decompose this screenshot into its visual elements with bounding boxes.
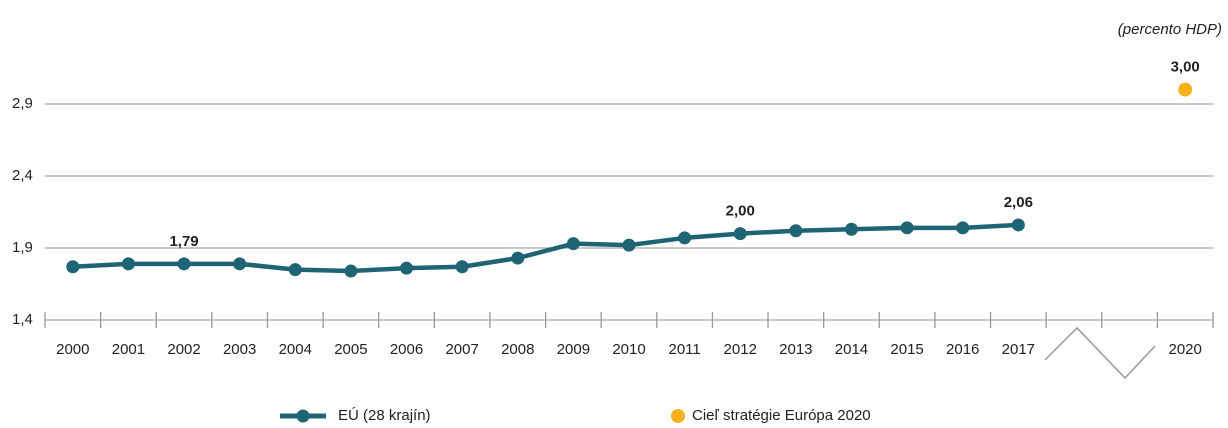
x-tick-label: 2000 (56, 341, 89, 358)
data-point (455, 260, 469, 274)
series-line (72, 222, 1019, 274)
y-tick-label: 1,4 (12, 311, 33, 328)
data-point (956, 221, 970, 235)
data-point (344, 264, 358, 278)
data-point (511, 251, 525, 265)
x-tick-label: 2014 (835, 341, 868, 358)
x-tick-label: 2015 (890, 341, 923, 358)
data-point (789, 224, 803, 238)
data-label: 3,00 (1171, 59, 1200, 76)
data-point (566, 237, 580, 251)
x-tick-label: 2007 (445, 341, 478, 358)
data-point (1011, 218, 1025, 232)
data-point (844, 222, 858, 236)
legend-label: EÚ (28 krajín) (338, 407, 431, 424)
x-tick-label: 2001 (112, 341, 145, 358)
data-point (400, 261, 414, 275)
data-point (177, 257, 191, 271)
x-tick-label: 2010 (612, 341, 645, 358)
x-tick-label: 2013 (779, 341, 812, 358)
data-label: 2,00 (726, 203, 755, 220)
x-tick-label: 2012 (724, 341, 757, 358)
legend-swatch (296, 409, 310, 423)
x-tick-label: 2020 (1169, 341, 1202, 358)
y-tick-label: 2,4 (12, 167, 33, 184)
data-point (678, 231, 692, 245)
x-tick-label: 2005 (334, 341, 367, 358)
data-point (121, 257, 135, 271)
x-tick-label: 2011 (668, 341, 700, 358)
x-tick-label: 2002 (167, 341, 200, 358)
data-point (66, 260, 80, 274)
y-tick-label: 1,9 (12, 239, 33, 256)
x-tick-label: 2016 (946, 341, 979, 358)
x-tick-label: 2017 (1002, 341, 1035, 358)
data-point (733, 227, 747, 241)
x-tick-label: 2008 (501, 341, 534, 358)
legend-swatch (671, 409, 685, 423)
x-tick-label: 2003 (223, 341, 256, 358)
x-tick-label: 2006 (390, 341, 423, 358)
data-label: 1,79 (169, 233, 198, 250)
axis-break (1044, 326, 1156, 380)
data-point (1178, 82, 1193, 97)
data-label: 2,06 (1004, 194, 1033, 211)
data-point (233, 257, 247, 271)
data-point (900, 221, 914, 235)
data-point (622, 238, 636, 252)
chart-subtitle: (percento HDP) (1118, 21, 1222, 38)
x-tick-label: 2004 (279, 341, 312, 358)
y-tick-label: 2,9 (12, 95, 33, 112)
x-tick-label: 2009 (557, 341, 590, 358)
data-point (288, 263, 302, 277)
legend-label: Cieľ stratégie Európa 2020 (692, 407, 871, 424)
